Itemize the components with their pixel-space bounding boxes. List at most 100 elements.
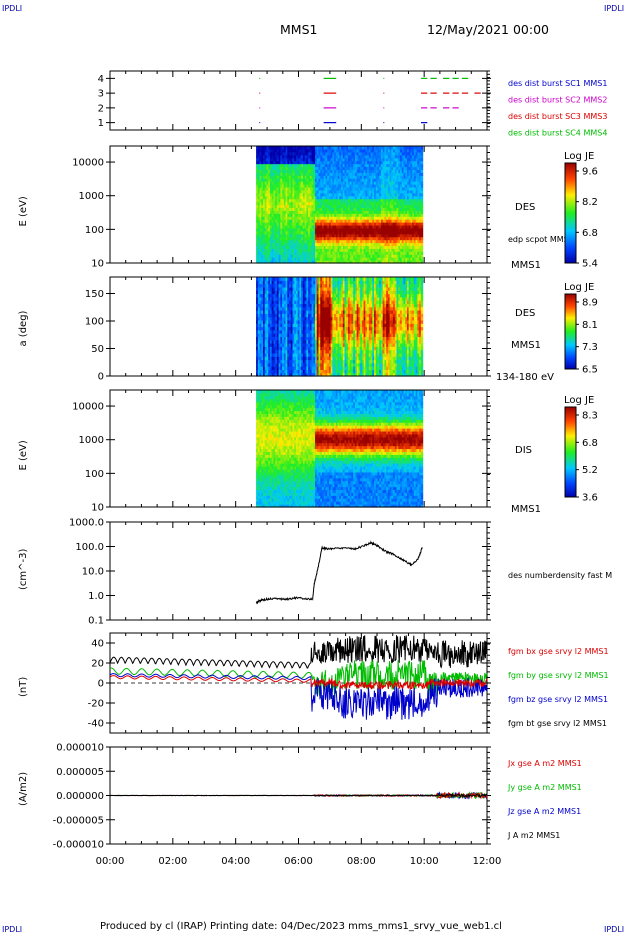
des-energy-panel: 10 100 1000 10000 E (eV) DES edp scpot MMS1 MMS… <box>18 145 598 271</box>
x-tick-label: 08:00 <box>347 856 376 867</box>
field-legend-label: fgm bz gse srvy l2 MMS1 <box>508 695 608 704</box>
y-tick-label: 1000.0 <box>69 518 104 529</box>
burst-dot <box>383 77 385 79</box>
y-tick-label: 1000 <box>79 435 104 446</box>
y-tick-label: -40 <box>88 719 104 730</box>
burst-legend-label: des dist burst SC4 MMS4 <box>508 129 607 138</box>
colorbar-tick-label: 8.1 <box>582 320 598 331</box>
colorbar <box>564 293 577 370</box>
x-tick-label: 10:00 <box>410 856 439 867</box>
spacecraft-label: MMS1 <box>511 260 541 271</box>
colorbar-tick-label: 5.2 <box>582 465 598 476</box>
burst-legend-label: des dist burst SC1 MMS1 <box>508 79 607 88</box>
density-legend: des numberdensity fast M <box>508 571 612 580</box>
x-tick-label: 12:00 <box>473 856 502 867</box>
des-pitch-cells <box>256 277 424 377</box>
colorbar-title: Log JE <box>564 282 594 293</box>
x-tick-label: 02:00 <box>158 856 187 867</box>
y-tick-label: 0 <box>98 372 104 383</box>
instrument-label: DIS <box>515 445 532 456</box>
y-axis-label: (cm^-3) <box>18 549 29 590</box>
corner-label-bottom-right: IPDLI <box>604 925 624 934</box>
y-tick-label: 1.0 <box>88 591 104 602</box>
density-panel: 0.1 1.0 10.0 100.0 1000.0 (cm^-3) des numberde… <box>18 518 612 627</box>
current-legend-label: J A m2 MMS1 <box>507 831 560 840</box>
corner-label-top-right: IPDLI <box>604 4 624 13</box>
y-tick-label: -0.000005 <box>53 815 104 826</box>
y-tick-label: 1 <box>98 118 104 129</box>
dis-energy-cells <box>256 390 424 508</box>
field-legend-label: fgm by gse srvy l2 MMS1 <box>508 671 609 680</box>
field-series-line <box>109 673 488 720</box>
colorbar-tick-label: 8.9 <box>582 298 598 309</box>
y-tick-label: 10 <box>91 503 104 514</box>
burst-legend-label: des dist burst SC2 MMS2 <box>508 96 607 105</box>
y-tick-label: 0.000005 <box>56 767 104 778</box>
y-axis-label: E (eV) <box>18 196 29 226</box>
burst-dot <box>383 107 385 109</box>
burst-dot <box>383 92 385 94</box>
y-tick-label: 0.000010 <box>56 743 104 754</box>
colorbar-tick-label: 6.8 <box>582 438 598 449</box>
current-legend-label: Jx gse A m2 MMS1 <box>507 759 582 768</box>
y-tick-label: 10.0 <box>82 567 104 578</box>
burst-legend-label: des dist burst SC3 MMS3 <box>508 112 607 121</box>
y-tick-label: 100 <box>85 225 104 236</box>
y-tick-label: 1000 <box>79 191 104 202</box>
x-tick-label: 04:00 <box>221 856 250 867</box>
x-tick-label: 00:00 <box>96 856 125 867</box>
corner-label-bottom-left: IPDLI <box>2 925 22 934</box>
y-tick-label: 100.0 <box>75 542 104 553</box>
density-panel-frame <box>109 521 488 621</box>
y-axis-label: a (deg) <box>18 310 29 346</box>
field-legend-label: fgm bx gse srvy l2 MMS1 <box>508 647 609 656</box>
y-tick-label: 100 <box>85 469 104 480</box>
current-legend-label: Jz gse A m2 MMS1 <box>507 807 581 816</box>
energy-range-label: 134-180 eV <box>496 372 554 383</box>
colorbar-tick-label: 7.3 <box>582 342 598 353</box>
colorbar-tick-label: 3.6 <box>582 493 598 504</box>
y-tick-label: 4 <box>98 74 104 85</box>
y-tick-label: 3 <box>98 89 104 100</box>
y-axis-label: (A/m2) <box>18 772 29 806</box>
scpot-label: edp scpot MMS1 <box>508 235 574 244</box>
burst-dot <box>259 77 261 79</box>
des-energy-cells <box>256 146 424 264</box>
x-tick-label: 06:00 <box>284 856 313 867</box>
colorbar-tick-label: 6.8 <box>582 228 598 239</box>
date-title: 12/May/2021 00:00 <box>427 22 549 37</box>
current-panel: -0.000010 -0.000005 0.000000 0.000005 0.0000… <box>18 743 582 868</box>
colorbar-title: Log JE <box>564 151 594 162</box>
dis-energy-panel: 10 100 1000 10000 E (eV) DIS MMS1 Log JE 8.3 6.8 5… <box>18 389 598 515</box>
field-legend-label: fgm bt gse srvy l2 MMS1 <box>508 719 607 728</box>
y-tick-label: -0.000010 <box>53 840 104 851</box>
burst-dot <box>259 122 261 124</box>
panels: 1 2 3 4 des dist burst SC1 MMS1 des dist burs… <box>18 70 612 868</box>
magnetic-field-panel: -40 -20 0 20 40 (nT) fgm bx gse srvy l2 MMS1 fg… <box>18 632 609 734</box>
burst-dot <box>383 122 385 124</box>
colorbar-tick-label: 5.4 <box>582 259 598 270</box>
y-tick-label: 10 <box>91 259 104 270</box>
density-line <box>255 540 423 605</box>
colorbar <box>564 406 577 498</box>
burst-panel: 1 2 3 4 des dist burst SC1 MMS1 des dist burs… <box>98 70 607 138</box>
instrument-label: DES <box>515 202 535 213</box>
y-axis-label: (nT) <box>18 677 29 697</box>
colorbar <box>564 162 577 264</box>
y-tick-label: -20 <box>88 699 104 710</box>
y-axis-label: E (eV) <box>18 440 29 470</box>
y-tick-label: 0.000000 <box>56 791 104 802</box>
y-tick-label: 2 <box>98 103 104 114</box>
y-tick-label: 10000 <box>72 158 104 169</box>
footer-text: Produced by cl (IRAP) Printing date: 04/… <box>100 921 502 932</box>
y-tick-label: 50 <box>91 344 104 355</box>
y-tick-label: 10000 <box>72 402 104 413</box>
spacecraft-label: MMS1 <box>511 340 541 351</box>
y-tick-label: 0 <box>98 679 104 690</box>
y-tick-label: 40 <box>91 639 104 650</box>
burst-panel-frame <box>109 70 488 131</box>
colorbar-tick-label: 9.6 <box>582 167 598 178</box>
field-series-line <box>109 675 488 691</box>
burst-dot <box>259 92 261 94</box>
y-tick-label: 150 <box>85 289 104 300</box>
